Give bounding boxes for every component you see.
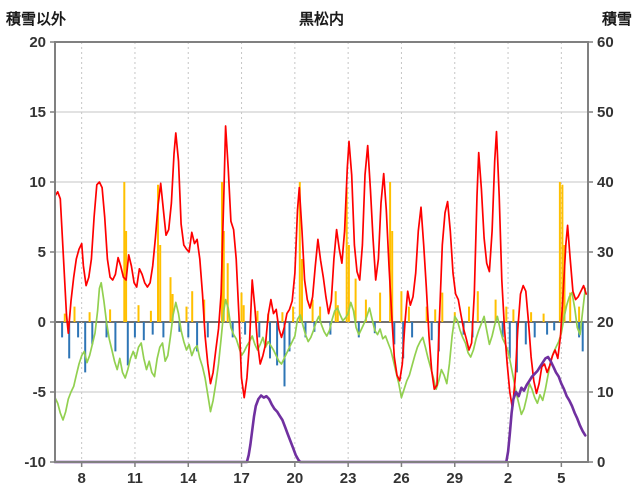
x-tick-label: 17 [233, 470, 250, 487]
purple-line [53, 355, 587, 464]
x-tick-label: 23 [340, 470, 357, 487]
x-tick-label: 20 [287, 470, 304, 487]
green-line [54, 281, 587, 421]
y-left-tick-label: 5 [38, 244, 46, 261]
x-tick-label: 14 [180, 470, 197, 487]
x-tick-label: 2 [504, 470, 512, 487]
x-tick-label: 8 [77, 470, 85, 487]
y-right-tick-label: 50 [597, 104, 614, 121]
x-tick-label: 26 [393, 470, 410, 487]
x-tick-label: 29 [446, 470, 463, 487]
y-left-tick-label: 0 [38, 314, 46, 331]
y-right-tick-label: 60 [597, 34, 614, 51]
x-tick-label: 11 [127, 470, 143, 487]
y-right-tick-label: 10 [597, 384, 614, 401]
y-left-tick-label: 15 [29, 104, 46, 121]
y-right-tick-label: 0 [597, 454, 605, 471]
chart-title: 黒松内 [298, 11, 344, 28]
y-left-tick-label: 10 [29, 174, 46, 191]
y-right-tick-label: 30 [597, 244, 614, 261]
right-axis-title: 積雪 [601, 11, 632, 28]
left-axis-title: 積雪以外 [6, 11, 67, 28]
y-left-tick-label: 20 [29, 34, 46, 51]
y-right-tick-label: 20 [597, 314, 614, 331]
y-right-tick-label: 40 [597, 174, 614, 191]
y-left-tick-label: -10 [24, 454, 46, 471]
x-tick-label: 5 [557, 470, 565, 487]
red-line [54, 125, 588, 410]
y-left-tick-label: -5 [33, 384, 46, 401]
